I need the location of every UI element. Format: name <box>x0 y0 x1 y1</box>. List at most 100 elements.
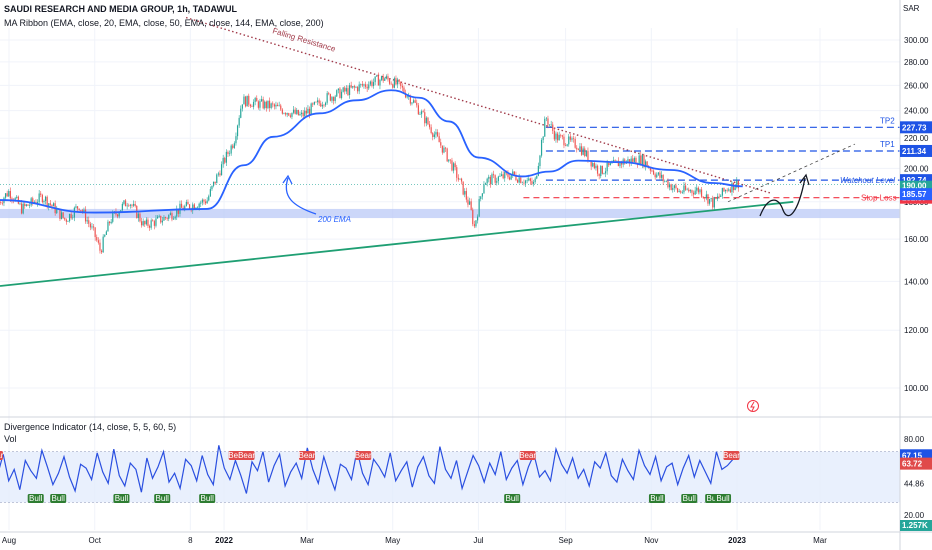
candle-body <box>540 139 543 156</box>
candle-body <box>318 100 320 104</box>
projection-arrowhead <box>799 173 810 186</box>
candle-body <box>411 102 413 104</box>
volume-legend: Vol <box>4 434 17 444</box>
candle-body <box>660 174 663 178</box>
candle-body <box>424 112 426 124</box>
candle-body <box>440 142 442 146</box>
candle-body <box>296 109 298 114</box>
candle-body <box>329 94 331 101</box>
candle-body <box>331 97 333 101</box>
candle-body <box>668 184 671 188</box>
candle-body <box>708 199 711 204</box>
oscillator-line <box>0 445 739 494</box>
candle-body <box>452 163 455 171</box>
candle-body <box>392 84 394 88</box>
candle-body <box>556 133 559 141</box>
time-tick-label: Jul <box>473 536 483 545</box>
projection-path <box>759 177 806 217</box>
bull-signal <box>154 494 171 503</box>
price-tick-label: 160.00 <box>904 235 929 244</box>
candle-body <box>224 157 226 163</box>
time-tick-label: Nov <box>644 536 658 545</box>
candle-body <box>48 203 50 207</box>
candle-body <box>265 101 267 109</box>
candle-body <box>72 217 74 219</box>
candle-body <box>116 214 119 217</box>
candle-body <box>467 199 469 205</box>
bull-signal <box>27 494 44 503</box>
candle-body <box>459 178 461 180</box>
candle-body <box>585 150 587 157</box>
candle-body <box>208 196 210 201</box>
candle-body <box>500 174 503 176</box>
bear-signal <box>355 451 372 460</box>
candle-body <box>516 180 519 183</box>
candle-body <box>356 87 359 92</box>
candle-body <box>313 101 315 105</box>
candle-body <box>59 208 61 219</box>
candle-body <box>395 78 397 85</box>
candle-body <box>432 133 434 138</box>
candle-body <box>251 106 253 107</box>
ema-value-tag <box>900 188 932 201</box>
candle-body <box>580 146 583 155</box>
candle-body <box>291 112 293 117</box>
support-zone-band <box>0 208 900 219</box>
candle-body <box>448 159 450 162</box>
candle-body <box>606 162 608 172</box>
candle-body <box>204 201 207 204</box>
candle-body <box>123 200 125 204</box>
candle-body <box>398 79 400 82</box>
candle-body <box>369 81 371 85</box>
candle-body <box>353 86 355 88</box>
candle-body <box>664 180 666 182</box>
candle-body <box>545 118 547 120</box>
candle-body <box>180 203 183 208</box>
candle-body <box>134 203 136 206</box>
candle-body <box>94 227 96 238</box>
candle-body <box>27 204 29 206</box>
price-tick-label: 220.00 <box>904 134 929 143</box>
candle-body <box>361 84 363 86</box>
candle-body <box>198 203 200 208</box>
bull-signal <box>113 494 130 503</box>
level-lines <box>0 126 900 199</box>
candle-body <box>542 136 544 140</box>
candle-body <box>102 236 104 253</box>
candle-body <box>89 223 91 228</box>
candle-body <box>696 187 698 191</box>
candle-body <box>105 231 107 235</box>
candle-body <box>35 201 37 204</box>
candle-body <box>260 99 263 102</box>
candle-body <box>70 213 72 219</box>
candle-body <box>724 189 727 192</box>
candle-body <box>659 172 661 178</box>
candle-body <box>726 189 728 191</box>
current-price-text: 190.00 <box>902 182 927 191</box>
candle-body <box>192 204 194 211</box>
candle-body <box>139 213 141 222</box>
candle-body <box>507 173 509 178</box>
candle-body <box>358 84 360 92</box>
time-tick-label: May <box>385 536 400 545</box>
candle-body <box>305 110 307 114</box>
candle-body <box>200 202 202 204</box>
candle-body <box>97 240 99 243</box>
candle-body <box>521 182 523 184</box>
candle-body <box>571 138 573 140</box>
candle-body <box>384 78 386 81</box>
candle-body <box>460 178 463 182</box>
tp1-tag-text: 211.34 <box>902 147 927 156</box>
candle-body <box>406 96 408 98</box>
oscillator-tick-label: 80.00 <box>904 435 925 444</box>
candle-body <box>36 202 39 204</box>
candle-body <box>563 136 565 146</box>
candle-body <box>232 145 234 148</box>
candle-body <box>364 84 367 87</box>
candle-body <box>712 198 714 208</box>
bull-signal-text: Bull <box>156 494 170 503</box>
candle-body <box>689 190 691 192</box>
candle-body <box>129 204 131 206</box>
